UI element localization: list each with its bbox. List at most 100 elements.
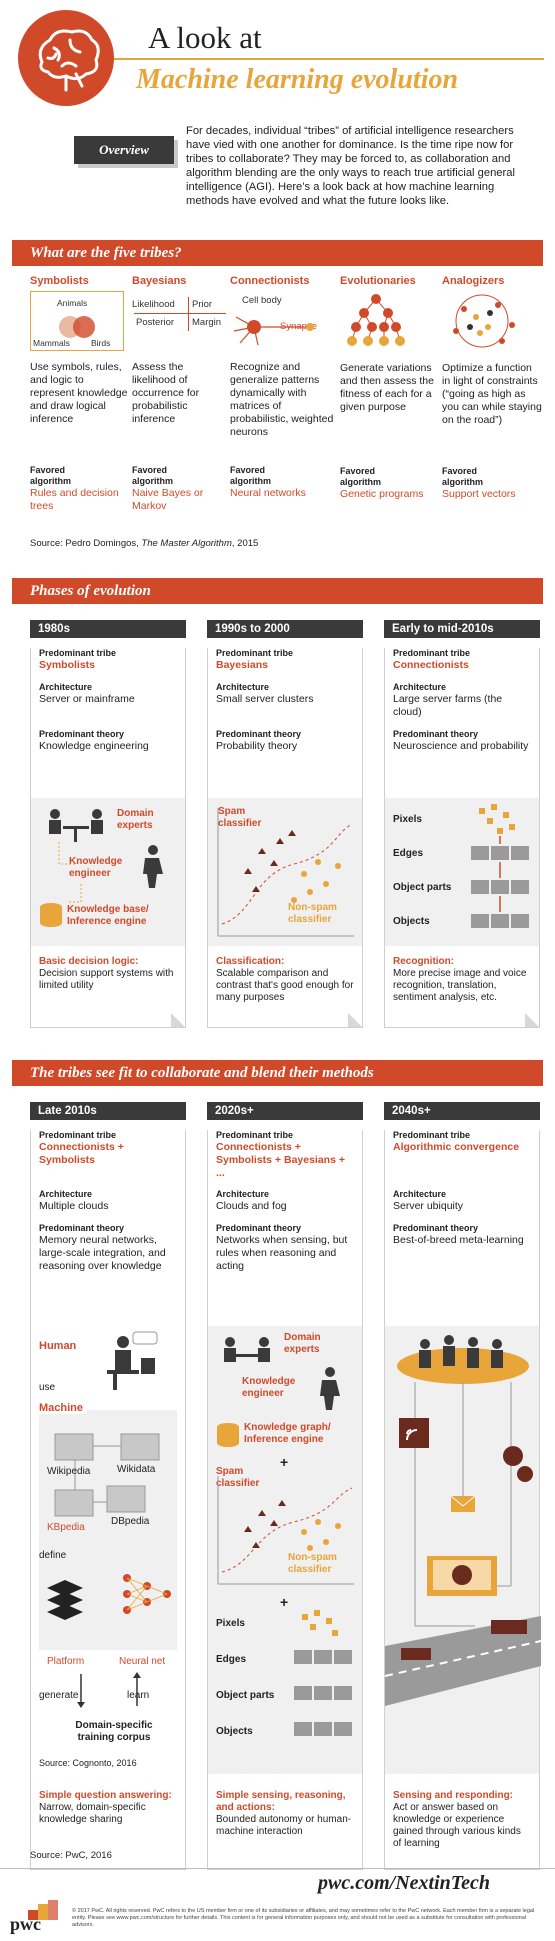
favored-label: Favored algorithm [30, 465, 72, 486]
theory-label: Predominant theory [393, 729, 479, 739]
arch-value: Multiple clouds [39, 1200, 109, 1212]
pwc-logo: pwc [8, 1900, 68, 1936]
meeting-people-icon [224, 1337, 270, 1362]
caption-bold: Classification: [216, 956, 285, 967]
tribe-name: Symbolists [30, 275, 89, 287]
arch-value: Server or mainframe [39, 693, 135, 705]
plus-icon: + [280, 1594, 289, 1610]
tribe-label: Predominant tribe [393, 648, 471, 658]
illus-edges: Edges [393, 848, 424, 859]
overview-text: For decades, individual “tribes” of arti… [186, 125, 515, 207]
tribe-desc: Assess the likelihood of occurrence for … [132, 361, 200, 425]
arch-label: Architecture [39, 1189, 93, 1199]
illus-neural-net: Neural net [119, 1656, 166, 1667]
diagram-mammals: Mammals [33, 338, 70, 348]
legal-text: © 2017 PwC. All rights reserved. PwC ref… [72, 1908, 535, 1928]
connectionists-diagram: Cell body Synapse [230, 291, 338, 351]
meeting-people-icon [49, 809, 103, 842]
illus-knowledge-engineer: Knowledge engineer [69, 856, 123, 879]
illus-non-spam-classifier: Non-spam classifier [288, 1552, 337, 1575]
knowledge-sources-icon [54, 1433, 160, 1517]
illus-non-spam-classifier: Non-spam classifier [288, 902, 337, 925]
tribe-name: Bayesians [132, 275, 187, 287]
phase-column-2010s: Early to mid-2010s Predominant tribe Con… [384, 620, 540, 1028]
caption: Act or answer based on knowledge or expe… [393, 1802, 521, 1849]
arch-value: Large server farms (the cloud) [393, 693, 503, 718]
theory-value: Probability theory [216, 740, 298, 752]
illus-edges: Edges [216, 1654, 247, 1665]
diagram-prior: Prior [192, 299, 213, 310]
source-suffix: , 2015 [231, 538, 259, 549]
tribe-desc: Recognize and generalize patterns dynami… [230, 361, 334, 438]
arch-label: Architecture [393, 1189, 447, 1199]
overview-label: Overview [99, 142, 149, 157]
favored-algo: Naive Bayes or Markov [132, 487, 204, 512]
illus-spam-classifier: Spam classifier [216, 1466, 260, 1489]
illus-pixels: Pixels [393, 814, 422, 825]
phase-era: Early to mid-2010s [384, 620, 540, 638]
support-vector-icon [453, 294, 515, 348]
tribe-value: Algorithmic convergence [393, 1141, 520, 1153]
arch-value: Small server clusters [216, 693, 314, 705]
favored-label: Favored algorithm [442, 466, 484, 487]
caption: Bounded autonomy or human-machine intera… [216, 1814, 352, 1837]
title-line-1: A look at [148, 20, 262, 55]
illus-objects: Objects [216, 1726, 253, 1737]
caption: Narrow, domain-specific knowledge sharin… [39, 1802, 146, 1825]
illus-wikidata: Wikidata [117, 1464, 156, 1475]
tribe-value: Connectionists [393, 659, 469, 671]
illus-define: define [39, 1550, 67, 1561]
collab-column-2020s: 2020s+ Predominant tribe Connectionists … [207, 1102, 363, 1870]
tribe-label: Predominant tribe [216, 1130, 294, 1140]
illus-learn: learn [127, 1690, 150, 1701]
kbpedia-illustration: Human use Machine Wikipedia Wikidata KBp… [31, 1326, 185, 1774]
tribe-name: Analogizers [442, 275, 505, 287]
overview-badge: Overview [74, 136, 174, 164]
platform-neural-icon [47, 1574, 171, 1620]
favored-label: Favored algorithm [230, 465, 272, 486]
theory-value: Neuroscience and probability [393, 740, 529, 752]
bayesians-diagram: Likelihood Prior Posterior Margin [132, 291, 228, 351]
phase-era: 1980s [30, 620, 186, 638]
feature-layers-icon [471, 804, 529, 928]
illus-dbpedia: DBpedia [111, 1516, 150, 1527]
illus-human: Human [39, 1340, 77, 1352]
favored-algo: Support vectors [442, 488, 516, 500]
pwc-logo-text: pwc [10, 1914, 41, 1934]
neuron-icon [233, 316, 314, 346]
tribe-symbolists: Symbolists Animals Mammals Birds Use sym… [30, 275, 128, 513]
title-line-2: Machine learning evolution [136, 64, 459, 95]
cognonto-source: Source: Cognonto, 2016 [39, 1758, 137, 1768]
tribe-value: Connectionists + Symbolists + Bayesians … [216, 1141, 345, 1179]
user-at-computer-icon [107, 1331, 158, 1390]
phase-era: 2020s+ [207, 1102, 363, 1120]
arch-label: Architecture [393, 682, 447, 692]
tree-icon [347, 294, 405, 346]
engineer-icon [320, 1367, 340, 1410]
illus-spam-classifier: Spam classifier [218, 806, 262, 829]
tribe-name: Connectionists [230, 275, 310, 287]
brain-icon [38, 29, 100, 92]
tribe-label: Predominant tribe [216, 648, 294, 658]
phase-era: 2040s+ [384, 1102, 540, 1120]
illus-use: use [39, 1382, 56, 1393]
collab-column-late-2010s: Late 2010s Predominant tribe Connectioni… [30, 1102, 186, 1870]
footer-url[interactable]: pwc.com/NextinTech [318, 1872, 491, 1894]
symbolists-diagram: Animals Mammals Birds [30, 291, 124, 351]
diagram-animals: Animals [57, 298, 88, 308]
feature-layers-icon [294, 1610, 352, 1736]
theory-value: Knowledge engineering [39, 740, 149, 752]
tribe-desc: Optimize a function in light of constrai… [442, 362, 542, 426]
pwc-logo-icon [28, 1900, 58, 1920]
caption-bold: Sensing and responding: [393, 1790, 514, 1801]
arch-label: Architecture [39, 682, 93, 692]
diagram-birds: Birds [91, 338, 111, 348]
theory-label: Predominant theory [393, 1223, 479, 1233]
illus-object-parts: Object parts [393, 882, 452, 893]
phases-banner: Phases of evolution [12, 578, 543, 604]
brain-logo [18, 10, 114, 106]
convergence-illustration [385, 1326, 541, 1774]
phase-column-1990s: 1990s to 2000 Predominant tribe Bayesian… [207, 620, 363, 1028]
caption: Scalable comparison and contrast that's … [216, 968, 354, 1003]
phase-column-1980s: 1980s Predominant tribe Symbolists Archi… [30, 620, 186, 1028]
